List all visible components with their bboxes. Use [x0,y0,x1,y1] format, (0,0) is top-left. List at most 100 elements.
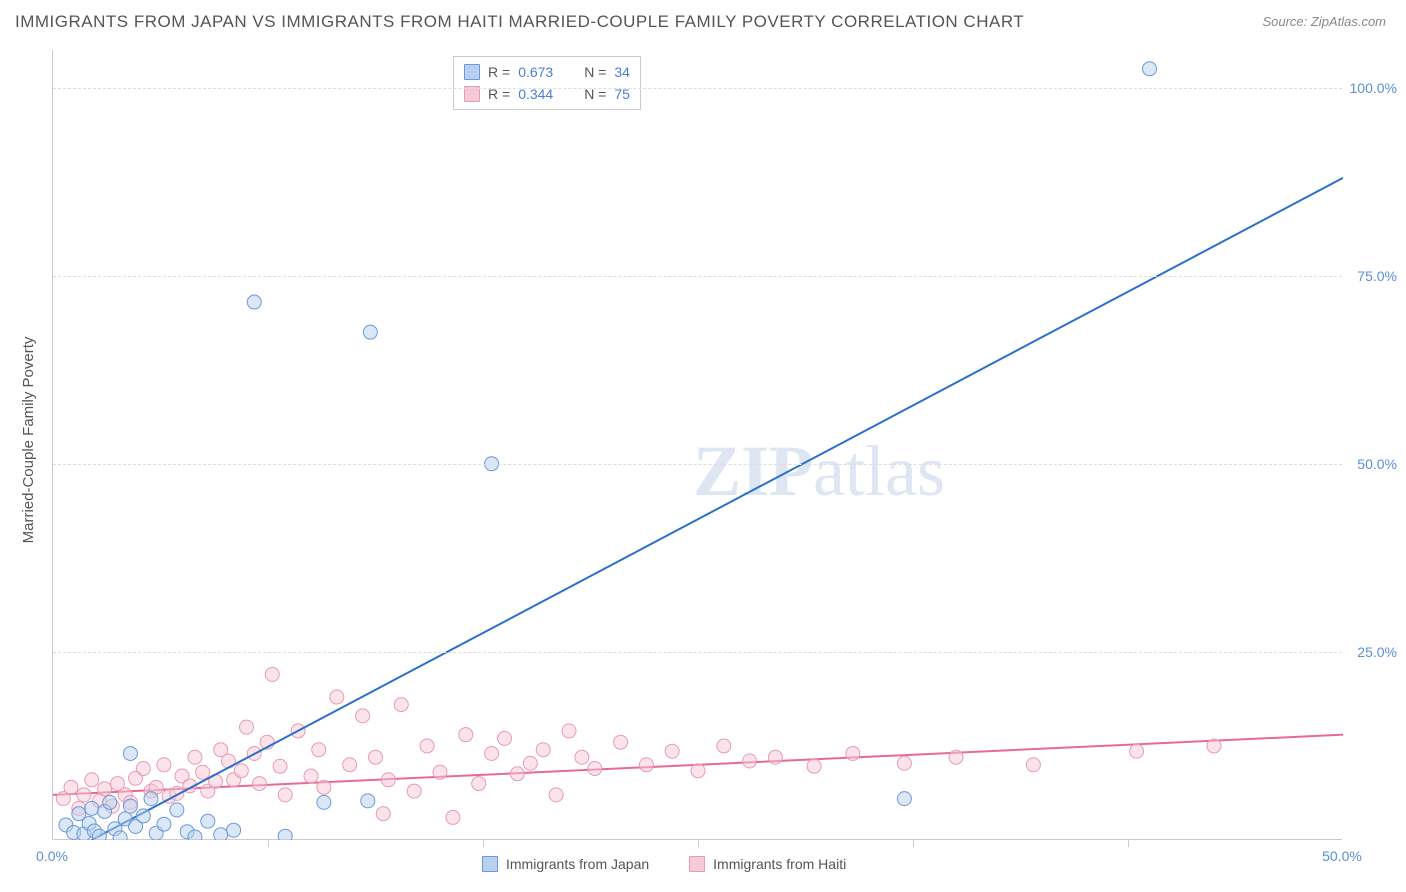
data-point [376,807,390,821]
data-point [123,799,137,813]
data-point [361,794,375,808]
data-point [743,754,757,768]
data-point [188,830,202,840]
data-point [639,758,653,772]
data-point [562,724,576,738]
data-point [472,777,486,791]
data-point [549,788,563,802]
data-point [170,803,184,817]
chart-title: IMMIGRANTS FROM JAPAN VS IMMIGRANTS FROM… [15,12,1024,32]
data-point [85,801,99,815]
data-point [1130,744,1144,758]
data-point [1026,758,1040,772]
series-legend: Immigrants from Japan Immigrants from Ha… [482,856,846,872]
legend-label-japan: Immigrants from Japan [506,856,649,872]
data-point [136,762,150,776]
swatch-japan [464,64,480,80]
data-point [433,765,447,779]
n-value-japan: 34 [614,61,630,83]
legend-row-haiti: R = 0.344 N = 75 [464,83,630,105]
data-point [330,690,344,704]
data-point [201,814,215,828]
n-label: N = [584,83,606,105]
swatch-icon [689,856,705,872]
data-point [381,773,395,787]
data-point [356,709,370,723]
data-point [103,795,117,809]
r-label: R = [488,83,510,105]
data-point [188,750,202,764]
x-tick-mark [913,839,914,847]
data-point [157,817,171,831]
r-value-japan: 0.673 [518,61,568,83]
data-point [846,746,860,760]
y-tick-label: 100.0% [1350,80,1397,96]
data-point [717,739,731,753]
data-point [144,792,158,806]
x-tick-mark [1128,839,1129,847]
data-point [317,780,331,794]
chart-area: ZIPatlas R = 0.673 N = 34 R = 0.344 N = … [52,50,1392,840]
data-point [897,792,911,806]
data-point [498,731,512,745]
data-point [949,750,963,764]
n-value-haiti: 75 [614,83,630,105]
data-point [575,750,589,764]
data-point [85,773,99,787]
data-point [691,764,705,778]
data-point [64,780,78,794]
data-point [113,831,127,840]
plot-region: ZIPatlas R = 0.673 N = 34 R = 0.344 N = … [52,50,1342,840]
data-point [459,728,473,742]
data-point [343,758,357,772]
r-value-haiti: 0.344 [518,83,568,105]
data-point [1207,739,1221,753]
data-point [536,743,550,757]
data-point [234,764,248,778]
data-point [278,788,292,802]
data-point [278,829,292,840]
data-point [407,784,421,798]
data-point [136,809,150,823]
y-tick-label: 50.0% [1357,456,1397,472]
data-point [485,746,499,760]
scatter-svg [53,50,1343,840]
x-tick-mark [268,839,269,847]
data-point [897,756,911,770]
data-point [273,759,287,773]
y-tick-label: 25.0% [1357,644,1397,660]
data-point [614,735,628,749]
data-point [240,720,254,734]
data-point [510,767,524,781]
data-point [446,810,460,824]
data-point [214,828,228,840]
data-point [304,769,318,783]
r-label: R = [488,61,510,83]
legend-item-haiti: Immigrants from Haiti [689,856,846,872]
x-tick-start: 0.0% [36,848,68,864]
data-point [665,744,679,758]
trend-line [92,178,1343,840]
data-point [420,739,434,753]
data-point [317,795,331,809]
gridline-h [53,464,1342,465]
n-label: N = [584,61,606,83]
correlation-legend: R = 0.673 N = 34 R = 0.344 N = 75 [453,56,641,110]
data-point [394,698,408,712]
source-attribution: Source: ZipAtlas.com [1262,14,1386,29]
data-point [77,788,91,802]
data-point [807,759,821,773]
data-point [247,295,261,309]
data-point [98,782,112,796]
data-point [252,777,266,791]
data-point [369,750,383,764]
data-point [768,750,782,764]
data-point [1143,62,1157,76]
swatch-icon [482,856,498,872]
data-point [157,758,171,772]
data-point [123,746,137,760]
data-point [523,756,537,770]
x-tick-end: 50.0% [1322,848,1362,864]
legend-label-haiti: Immigrants from Haiti [713,856,846,872]
y-axis-label: Married-Couple Family Poverty [20,337,37,544]
